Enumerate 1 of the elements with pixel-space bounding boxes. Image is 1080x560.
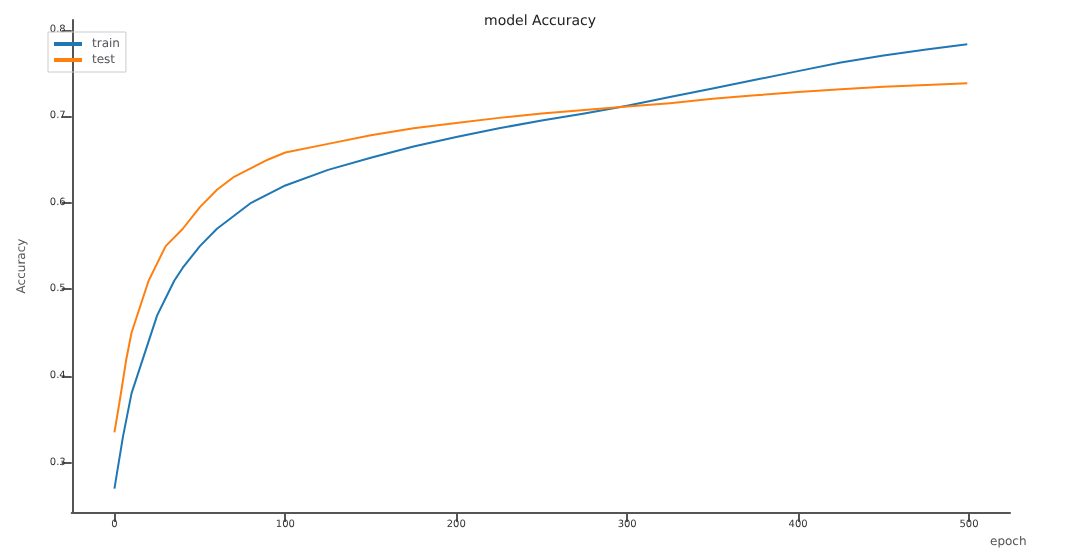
line-series — [113, 82, 969, 434]
